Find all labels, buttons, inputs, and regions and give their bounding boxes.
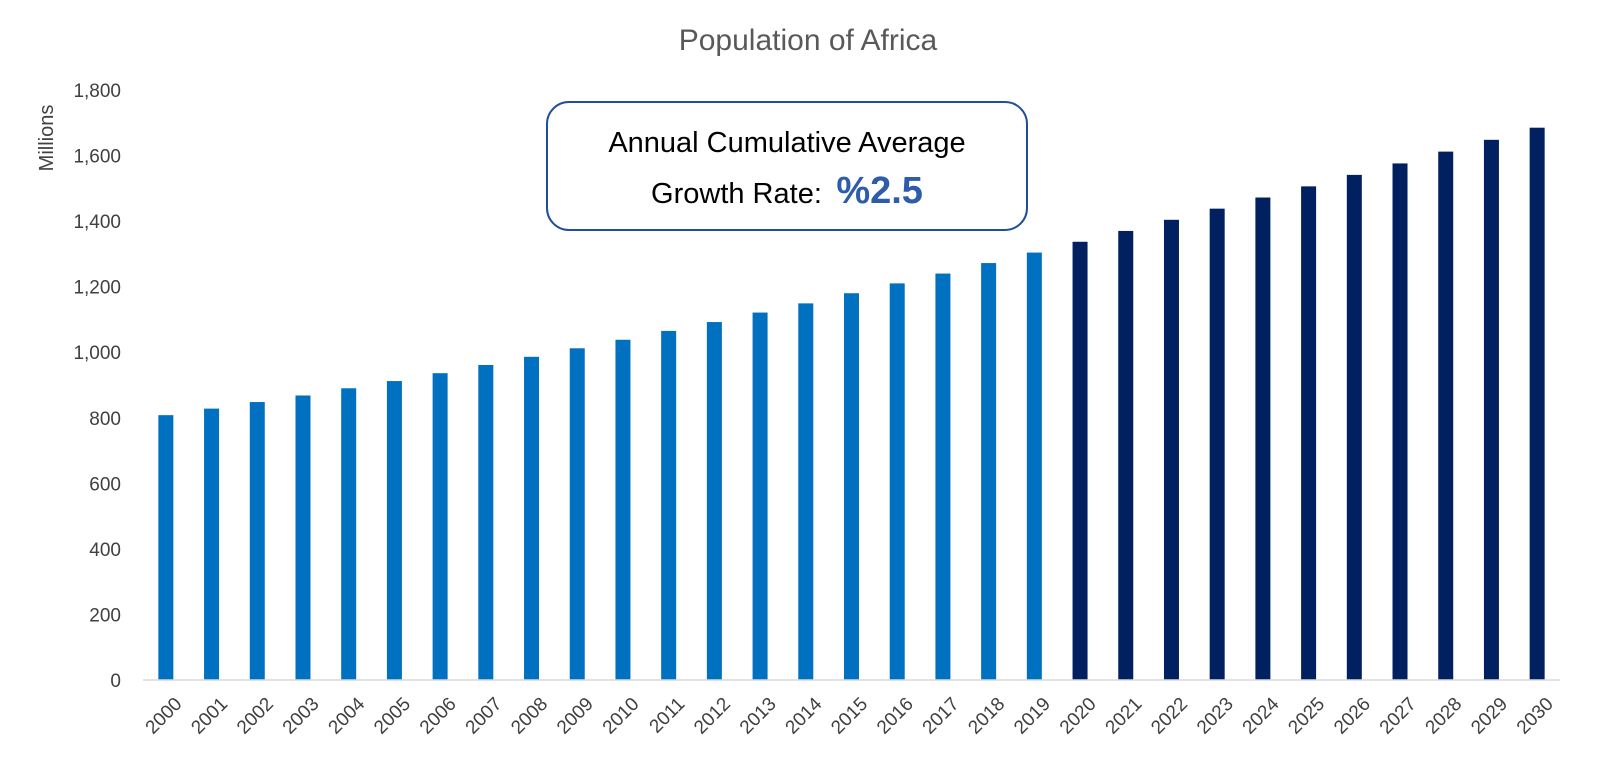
y-axis: 0 200 400 600 800 1,000 1,200 1,400 1,600 1,800 [73, 81, 121, 692]
x-tick-label: 2018 [964, 694, 1009, 739]
bar-2010 [615, 339, 631, 680]
x-tick-label: 2000 [142, 694, 187, 739]
x-tick-label: 2003 [279, 694, 324, 739]
bar-2019 [1026, 252, 1042, 681]
y-tick-label: 800 [89, 409, 121, 430]
x-tick-label: 2024 [1239, 693, 1284, 738]
bar-2020 [1072, 241, 1088, 680]
y-axis-label: Millions [36, 105, 58, 172]
x-tick-label: 2005 [370, 694, 415, 739]
x-tick-label: 2013 [736, 694, 781, 739]
bar-2018 [981, 263, 997, 680]
bar-2006 [432, 373, 448, 680]
bar-2015 [844, 293, 859, 680]
bar-2026 [1346, 174, 1362, 680]
x-tick-label: 2015 [827, 694, 872, 739]
x-tick-label: 2020 [1056, 694, 1101, 739]
bar-2030 [1529, 127, 1545, 680]
x-tick-label: 2021 [1102, 694, 1147, 739]
bar-2007 [478, 365, 494, 680]
bar-2025 [1301, 186, 1317, 680]
bars [158, 127, 1545, 681]
x-tick-label: 2023 [1193, 694, 1238, 739]
x-tick-label: 2028 [1422, 694, 1467, 739]
bar-2027 [1392, 163, 1408, 680]
bar-2016 [889, 283, 905, 680]
x-tick-label: 2001 [187, 694, 232, 739]
x-tick-label: 2016 [873, 694, 918, 739]
bar-2001 [204, 408, 220, 680]
chart-title: Population of Africa [679, 24, 938, 57]
bar-2012 [706, 322, 722, 680]
y-tick-label: 1,600 [73, 147, 121, 168]
x-tick-label: 2027 [1376, 694, 1421, 739]
x-tick-label: 2017 [919, 694, 964, 739]
bar-2008 [524, 356, 540, 680]
x-tick-label: 2010 [599, 694, 644, 739]
annotation-growth-label: Growth Rate: [651, 178, 822, 210]
x-tick-label: 2011 [646, 694, 690, 738]
x-tick-label: 2014 [782, 693, 827, 738]
bar-2023 [1209, 208, 1225, 680]
y-tick-label: 1,400 [73, 212, 121, 233]
bar-2024 [1255, 197, 1271, 680]
bar-2022 [1163, 219, 1179, 681]
x-tick-label: 2008 [507, 694, 552, 739]
bar-2011 [661, 330, 677, 680]
x-tick-label: 2007 [462, 694, 507, 739]
bar-2005 [386, 381, 402, 680]
x-tick-label: 2022 [1147, 694, 1192, 739]
x-tick-label: 2025 [1284, 694, 1329, 739]
bar-2004 [341, 388, 357, 680]
x-tick-label: 2030 [1513, 694, 1558, 739]
y-tick-label: 200 [89, 605, 121, 626]
annotation-growth-value: %2.5 [836, 170, 923, 212]
bar-2017 [935, 273, 951, 680]
annotation-line2: Growth Rate: %2.5 [651, 170, 923, 212]
x-axis: 2000 2001 2002 2003 2004 2005 2006 2007 2008 2009… [142, 693, 1558, 738]
bar-2021 [1118, 230, 1134, 680]
annotation-box [546, 101, 1028, 231]
bar-2014 [798, 303, 814, 680]
bar-2002 [249, 402, 265, 680]
y-tick-label: 400 [89, 540, 121, 561]
x-tick-label: 2006 [416, 694, 461, 739]
annotation-line1: Annual Cumulative Average [608, 127, 965, 159]
x-tick-label: 2002 [233, 694, 278, 739]
bar-2000 [158, 415, 174, 680]
y-tick-label: 600 [89, 474, 121, 495]
y-tick-label: 1,000 [73, 343, 121, 364]
bar-2028 [1438, 151, 1454, 681]
bar-2029 [1483, 139, 1499, 681]
x-tick-label: 2004 [325, 693, 370, 738]
bar-2009 [569, 348, 585, 680]
bar-2013 [752, 312, 768, 680]
x-tick-label: 2019 [1010, 694, 1055, 739]
y-tick-label: 1,800 [73, 81, 121, 102]
bar-2003 [295, 395, 311, 680]
x-tick-label: 2009 [553, 694, 598, 739]
x-tick-label: 2012 [690, 694, 735, 739]
growth-rate-annotation: Annual Cumulative Average Growth Rate: %… [546, 101, 1028, 231]
x-tick-label: 2029 [1467, 694, 1512, 739]
y-tick-label: 1,200 [73, 278, 121, 299]
x-tick-label: 2026 [1330, 694, 1375, 739]
y-tick-label: 0 [110, 671, 121, 692]
